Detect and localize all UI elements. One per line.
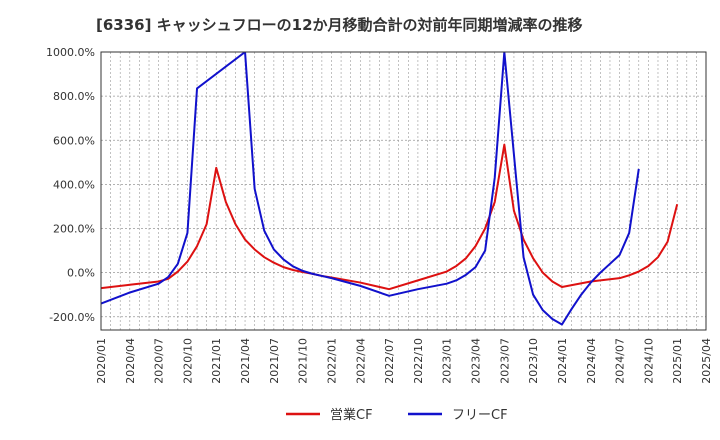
y-tick-label: -200.0%	[49, 311, 95, 324]
x-tick-label: 2024/10	[642, 338, 655, 384]
x-tick-label: 2021/01	[210, 338, 223, 384]
x-axis-ticks: 2020/01 2020/04 2020/07 2020/10 2021/01 2021/…	[95, 338, 713, 384]
x-tick-label: 2022/04	[354, 338, 367, 384]
y-tick-label: 200.0%	[53, 223, 95, 236]
y-tick-label: 600.0%	[53, 134, 95, 147]
legend-label: フリーCF	[452, 408, 508, 423]
y-tick-label: 1000.0%	[46, 46, 95, 59]
legend-label: 営業CF	[330, 407, 373, 423]
x-tick-label: 2024/01	[556, 338, 569, 384]
x-tick-label: 2024/07	[614, 338, 627, 384]
x-tick-label: 2024/04	[585, 338, 598, 384]
x-tick-label: 2023/04	[470, 338, 483, 384]
x-tick-label: 2023/01	[441, 338, 454, 384]
x-tick-label: 2020/01	[95, 338, 108, 384]
x-tick-label: 2021/10	[297, 338, 310, 384]
x-tick-label: 2021/07	[268, 338, 281, 384]
x-tick-label: 2022/10	[412, 338, 425, 384]
series-line-free-cf	[101, 52, 640, 326]
series-layer	[101, 52, 679, 326]
plot-area-border	[100, 51, 707, 331]
x-tick-label: 2020/04	[124, 338, 137, 384]
x-tick-label: 2023/10	[527, 338, 540, 384]
grid-layer	[100, 51, 707, 330]
y-tick-label: 400.0%	[53, 178, 95, 191]
x-tick-label: 2022/01	[325, 338, 338, 384]
y-tick-label: 800.0%	[53, 90, 95, 103]
x-tick-label: 2020/07	[153, 338, 166, 384]
y-axis-ticks: 1000.0% 800.0% 600.0% 400.0% 200.0% 0.0% -200.…	[46, 46, 95, 324]
x-tick-label: 2025/01	[671, 338, 684, 384]
x-tick-label: 2021/04	[239, 338, 252, 384]
chart-title: [6336] キャッシュフローの12か月移動合計の対前年同期増減率の推移	[96, 16, 583, 34]
x-tick-label: 2022/07	[383, 338, 396, 384]
legend: 営業CF フリーCF	[286, 407, 508, 423]
x-tick-label: 2020/10	[181, 338, 194, 384]
x-tick-label: 2025/04	[700, 338, 713, 384]
series-line-operating-cf	[101, 143, 679, 291]
y-tick-label: 0.0%	[67, 267, 95, 280]
x-tick-label: 2023/07	[498, 338, 511, 384]
